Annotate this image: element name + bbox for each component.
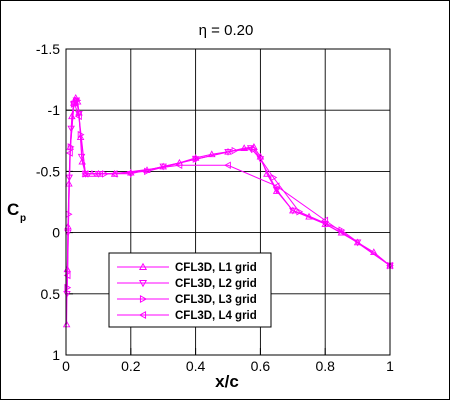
- y-tick-label: -0.5: [36, 163, 60, 179]
- data-point: [62, 320, 71, 328]
- y-tick-label: 0: [52, 225, 60, 241]
- data-point: [231, 146, 239, 155]
- y-tick-label: -1.5: [36, 41, 60, 57]
- data-point: [251, 145, 258, 154]
- plot-area-border: [65, 48, 391, 356]
- data-point: [321, 216, 329, 225]
- y-tick-label: 1: [52, 347, 60, 363]
- x-tick-label: 0: [62, 358, 70, 374]
- legend-label: CFL3D, L2 grid: [175, 278, 257, 290]
- data-point: [270, 173, 278, 182]
- data-point: [192, 155, 200, 163]
- legend-label: CFL3D, L3 grid: [175, 294, 257, 306]
- data-point: [246, 145, 255, 153]
- y-axis-label-sub: p: [20, 213, 26, 224]
- series-layer: [62, 94, 394, 328]
- data-point: [175, 161, 183, 170]
- y-axis-label-main: C: [7, 200, 19, 219]
- legend: CFL3D, L1 grid CFL3D, L2 grid CFL3D, L3 gr…: [108, 252, 272, 328]
- x-tick-label: 0.8: [315, 358, 335, 374]
- data-point: [289, 207, 297, 215]
- data-point: [64, 283, 72, 292]
- y-axis-label: C p: [7, 200, 26, 224]
- x-tick-label: 0.6: [251, 358, 271, 374]
- data-point: [75, 112, 82, 121]
- data-point: [240, 144, 248, 151]
- data-point: [63, 271, 71, 280]
- data-point: [272, 182, 280, 190]
- legend-item: CFL3D, L4 grid: [117, 310, 257, 322]
- data-point: [63, 290, 71, 298]
- chart-title: η = 0.20: [199, 22, 254, 39]
- data-point: [110, 170, 118, 178]
- data-point: [208, 150, 216, 158]
- legend-label: CFL3D, L4 grid: [175, 310, 257, 322]
- legend-marker: [138, 262, 148, 271]
- data-point: [256, 156, 265, 164]
- x-axis-label: x/c: [215, 372, 239, 391]
- y-tick-label: -1: [48, 102, 61, 118]
- x-tick-label: 1: [386, 358, 394, 374]
- y-tick-label: 0.5: [41, 286, 61, 302]
- series-4: [63, 99, 393, 280]
- legend-item: CFL3D, L1 grid: [117, 262, 257, 274]
- data-point: [67, 125, 75, 133]
- legend-label: CFL3D, L1 grid: [175, 262, 257, 274]
- x-tick-label: 0.4: [186, 358, 206, 374]
- legend-marker: [139, 294, 148, 304]
- data-point: [81, 170, 89, 178]
- data-point: [296, 208, 304, 216]
- x-tick-label: 0.2: [121, 358, 141, 374]
- data-point: [65, 149, 73, 157]
- legend-item: CFL3D, L2 grid: [117, 278, 257, 290]
- data-point: [224, 161, 231, 170]
- data-point: [70, 99, 77, 107]
- legend-item: CFL3D, L3 grid: [117, 294, 257, 306]
- series-line: [67, 102, 391, 276]
- legend-marker: [138, 310, 147, 320]
- tick-labels: 0 0.2 0.4 0.6 0.8 1 -1.5 -1 -0.5 0 0.5 1: [36, 41, 394, 374]
- legend-marker: [138, 279, 148, 288]
